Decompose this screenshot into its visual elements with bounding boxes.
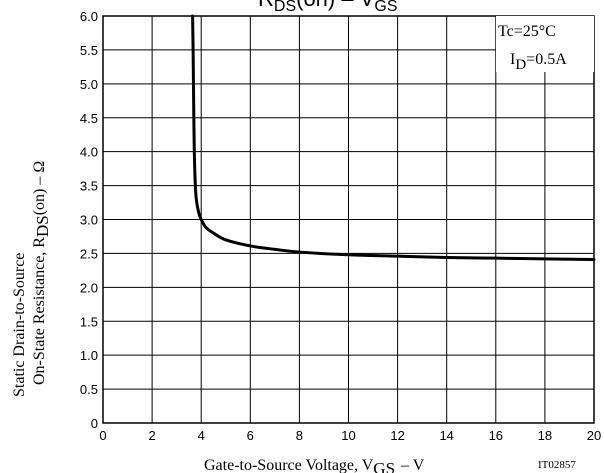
y-tick-label: 4.0 — [80, 145, 98, 160]
y-tick-label: 1.0 — [80, 348, 98, 363]
y-tick-label: 0.5 — [80, 382, 98, 397]
condition-temperature: Tc=25°C — [498, 23, 556, 40]
y-tick-labels: 0 0.5 1.0 1.5 2.0 2.5 3.0 3.5 4.0 4.5 5.0 5.5 6.0 — [80, 9, 98, 431]
plot-frame — [102, 15, 595, 424]
x-tick-label: 6 — [247, 428, 254, 443]
figure-id: IT02857 — [538, 459, 576, 471]
conditions-box — [496, 16, 594, 72]
y-tick-label: 5.0 — [80, 77, 98, 92]
x-tick-label: 12 — [390, 428, 404, 443]
y-tick-label: 1.5 — [80, 314, 98, 329]
y-tick-label: 0 — [91, 416, 98, 431]
x-tick-label: 4 — [198, 428, 205, 443]
chart-title: RDS(on) – VGS — [258, 0, 398, 15]
x-tick-label: 10 — [341, 428, 355, 443]
x-tick-label: 20 — [587, 428, 601, 443]
x-tick-label: 0 — [99, 428, 106, 443]
y-tick-label: 3.0 — [80, 213, 98, 228]
x-tick-label: 18 — [538, 428, 552, 443]
x-tick-label: 8 — [296, 428, 303, 443]
y-tick-label: 2.0 — [80, 280, 98, 295]
x-tick-labels: 0 2 4 6 8 10 12 14 16 18 20 — [99, 428, 601, 443]
y-tick-label: 6.0 — [80, 9, 98, 24]
x-tick-label: 16 — [489, 428, 503, 443]
x-tick-label: 14 — [439, 428, 453, 443]
y-tick-label: 3.5 — [80, 179, 98, 194]
x-axis-title: Gate-to-Source Voltage, VGS – V — [204, 457, 425, 473]
x-tick-label: 2 — [148, 428, 155, 443]
y-tick-label: 5.5 — [80, 43, 98, 58]
y-tick-label: 2.5 — [80, 246, 98, 261]
condition-drain-current: ID=0.5A — [510, 51, 567, 73]
grid — [103, 16, 594, 423]
y-axis-title-line1: Static Drain-to-Source — [11, 253, 28, 397]
series-line — [191, 14, 596, 262]
y-tick-label: 4.5 — [80, 111, 98, 126]
y-axis-title-line2: On-State Resistance, RDS(on) – Ω — [31, 161, 52, 385]
